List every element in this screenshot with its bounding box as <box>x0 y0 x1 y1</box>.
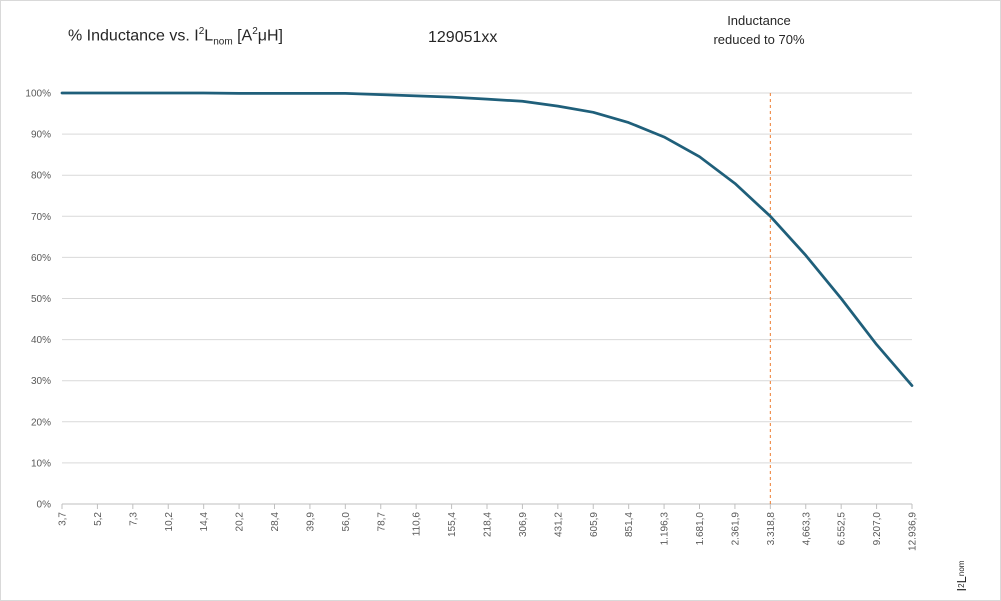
part-number-label: 129051xx <box>428 29 498 46</box>
y-tick-label: 30% <box>31 376 51 387</box>
x-tick-label: 28,4 <box>270 512 281 532</box>
x-tick-label: 155,4 <box>447 512 458 537</box>
x-tick-label: 2.361,9 <box>730 512 741 546</box>
y-tick-label: 90% <box>31 130 51 141</box>
x-tick-label: 605,9 <box>589 512 600 537</box>
y-tick-label: 50% <box>31 294 51 305</box>
x-tick-label: 7,3 <box>128 512 139 526</box>
y-tick-label: 80% <box>31 171 51 182</box>
x-tick-label: 56,0 <box>341 512 352 532</box>
x-tick-label: 10,2 <box>164 512 175 532</box>
x-tick-label: 20,2 <box>235 512 246 532</box>
y-tick-label: 0% <box>37 500 52 511</box>
y-axis-ticks: 0% 10% 20% 30% 40% 50% 60% 70% 80% 90% 100% <box>25 89 51 511</box>
chart-title: % Inductance vs. I2Lnom [A2μH] <box>68 26 283 48</box>
annotation-line-1: Inductance <box>727 13 791 28</box>
x-tick-label: 39,9 <box>305 512 316 532</box>
annotation-line-2: reduced to 70% <box>713 32 805 47</box>
series-line <box>60 91 914 388</box>
x-tick-label: 431,2 <box>553 512 564 537</box>
x-tick-label: 218,4 <box>483 512 494 537</box>
gridlines <box>62 92 912 505</box>
y-tick-label: 100% <box>25 89 51 100</box>
y-tick-label: 20% <box>31 417 51 428</box>
x-tick-label: 6.552,5 <box>837 512 848 546</box>
x-tick-label: 14,4 <box>199 512 210 532</box>
x-axis-ticks: 3,7 5,2 7,3 10,2 14,4 20,2 28,4 39,9 56,0 78,7 110… <box>58 504 919 551</box>
x-tick-label: 78,7 <box>376 512 387 532</box>
x-tick-label: 851,4 <box>624 512 635 537</box>
x-tick-label: 110,6 <box>412 512 423 537</box>
x-tick-label: 1.681,0 <box>695 512 706 546</box>
x-tick-label: 1.196,3 <box>660 512 671 546</box>
series-group <box>60 91 914 388</box>
x-tick-label: 4,663,3 <box>801 512 812 546</box>
x-tick-label: 3,7 <box>58 512 69 526</box>
y-tick-label: 40% <box>31 335 51 346</box>
x-tick-label: 306,9 <box>518 512 529 537</box>
x-tick-label: 5,2 <box>93 512 104 526</box>
y-tick-label: 60% <box>31 253 51 264</box>
x-tick-label: 9.207,0 <box>872 512 883 546</box>
x-tick-label: 12.936,9 <box>908 512 919 551</box>
annotation-label: Inductance reduced to 70% <box>706 11 812 49</box>
y-tick-label: 70% <box>31 212 51 223</box>
y-tick-label: 10% <box>31 458 51 469</box>
x-tick-label: 3.318,8 <box>766 512 777 546</box>
